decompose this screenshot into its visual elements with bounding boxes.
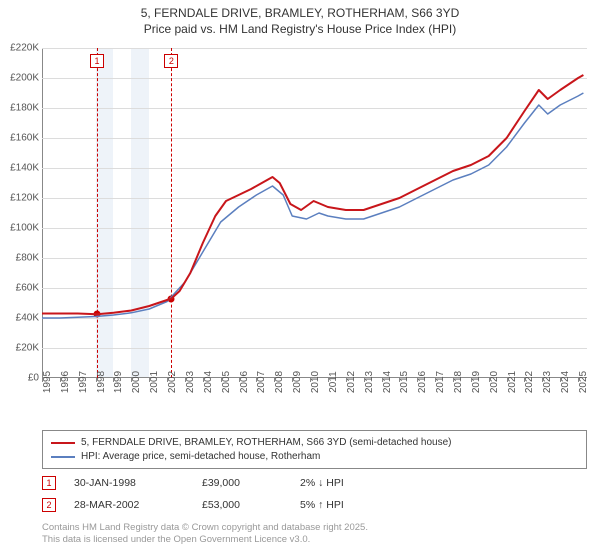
legend-swatch bbox=[51, 442, 75, 444]
plot-region: 12 bbox=[42, 48, 587, 378]
x-tick-label: 2005 bbox=[221, 371, 232, 393]
sales-table: 1 30-JAN-1998 £39,000 2% ↓ HPI 2 28-MAR-2002 £… bbox=[42, 472, 587, 516]
y-tick-label: £120K bbox=[10, 193, 39, 204]
y-tick-label: £0 bbox=[28, 373, 39, 384]
y-tick-label: £140K bbox=[10, 163, 39, 174]
x-tick-label: 2010 bbox=[310, 371, 321, 393]
attribution-line1: Contains HM Land Registry data © Crown c… bbox=[42, 522, 368, 534]
x-tick-label: 2014 bbox=[382, 371, 393, 393]
x-tick-label: 2015 bbox=[399, 371, 410, 393]
x-tick-label: 1997 bbox=[78, 371, 89, 393]
series-price_paid bbox=[42, 75, 583, 314]
x-tick-label: 2013 bbox=[364, 371, 375, 393]
x-tick-label: 1999 bbox=[113, 371, 124, 393]
x-tick-label: 2012 bbox=[346, 371, 357, 393]
x-tick-label: 2019 bbox=[471, 371, 482, 393]
x-tick-label: 2002 bbox=[167, 371, 178, 393]
legend-swatch bbox=[51, 456, 75, 458]
legend-label: 5, FERNDALE DRIVE, BRAMLEY, ROTHERHAM, S… bbox=[81, 436, 452, 450]
sale-row: 1 30-JAN-1998 £39,000 2% ↓ HPI bbox=[42, 472, 587, 494]
legend-item: HPI: Average price, semi-detached house,… bbox=[51, 450, 578, 464]
legend-item: 5, FERNDALE DRIVE, BRAMLEY, ROTHERHAM, S… bbox=[51, 436, 578, 450]
sale-price: £53,000 bbox=[202, 499, 282, 511]
legend: 5, FERNDALE DRIVE, BRAMLEY, ROTHERHAM, S… bbox=[42, 430, 587, 469]
legend-label: HPI: Average price, semi-detached house,… bbox=[81, 450, 320, 464]
x-tick-label: 2000 bbox=[131, 371, 142, 393]
x-tick-label: 2003 bbox=[185, 371, 196, 393]
x-tick-label: 2023 bbox=[542, 371, 553, 393]
sale-price: £39,000 bbox=[202, 477, 282, 489]
attribution-line2: This data is licensed under the Open Gov… bbox=[42, 534, 368, 546]
x-tick-label: 2007 bbox=[256, 371, 267, 393]
y-tick-label: £180K bbox=[10, 103, 39, 114]
sale-row: 2 28-MAR-2002 £53,000 5% ↑ HPI bbox=[42, 494, 587, 516]
attribution: Contains HM Land Registry data © Crown c… bbox=[42, 522, 368, 546]
y-tick-label: £80K bbox=[16, 253, 39, 264]
x-tick-label: 2011 bbox=[328, 371, 339, 393]
x-tick-label: 2009 bbox=[292, 371, 303, 393]
series-svg bbox=[42, 48, 587, 378]
y-tick-label: £200K bbox=[10, 73, 39, 84]
y-tick-label: £100K bbox=[10, 223, 39, 234]
x-tick-label: 2001 bbox=[149, 371, 160, 393]
x-tick-label: 1996 bbox=[60, 371, 71, 393]
title-line2: Price paid vs. HM Land Registry's House … bbox=[0, 22, 600, 38]
sale-diff: 2% ↓ HPI bbox=[300, 477, 587, 489]
chart-area: 12 1995 1996 1997 1998 1999 2000 2001 2002 2003 2… bbox=[42, 48, 587, 418]
title-line1: 5, FERNDALE DRIVE, BRAMLEY, ROTHERHAM, S… bbox=[0, 6, 600, 22]
x-tick-label: 2022 bbox=[524, 371, 535, 393]
y-tick-label: £220K bbox=[10, 43, 39, 54]
x-tick-label: 2021 bbox=[507, 371, 518, 393]
x-tick-label: 2008 bbox=[274, 371, 285, 393]
sale-date: 28-MAR-2002 bbox=[74, 499, 184, 511]
x-tick-label: 2006 bbox=[239, 371, 250, 393]
chart-title: 5, FERNDALE DRIVE, BRAMLEY, ROTHERHAM, S… bbox=[0, 0, 600, 37]
y-tick-label: £60K bbox=[16, 283, 39, 294]
x-tick-label: 1995 bbox=[42, 371, 53, 393]
x-tick-label: 2018 bbox=[453, 371, 464, 393]
sale-date: 30-JAN-1998 bbox=[74, 477, 184, 489]
x-tick-label: 2020 bbox=[489, 371, 500, 393]
x-tick-label: 2025 bbox=[578, 371, 589, 393]
y-tick-label: £40K bbox=[16, 313, 39, 324]
x-tick-label: 1998 bbox=[96, 371, 107, 393]
y-tick-label: £20K bbox=[16, 343, 39, 354]
y-tick-label: £160K bbox=[10, 133, 39, 144]
x-tick-label: 2024 bbox=[560, 371, 571, 393]
sale-index-badge: 2 bbox=[42, 498, 56, 512]
x-tick-label: 2004 bbox=[203, 371, 214, 393]
sale-index-badge: 1 bbox=[42, 476, 56, 490]
sale-diff: 5% ↑ HPI bbox=[300, 499, 587, 511]
series-hpi bbox=[42, 93, 583, 318]
x-tick-label: 2017 bbox=[435, 371, 446, 393]
x-tick-label: 2016 bbox=[417, 371, 428, 393]
